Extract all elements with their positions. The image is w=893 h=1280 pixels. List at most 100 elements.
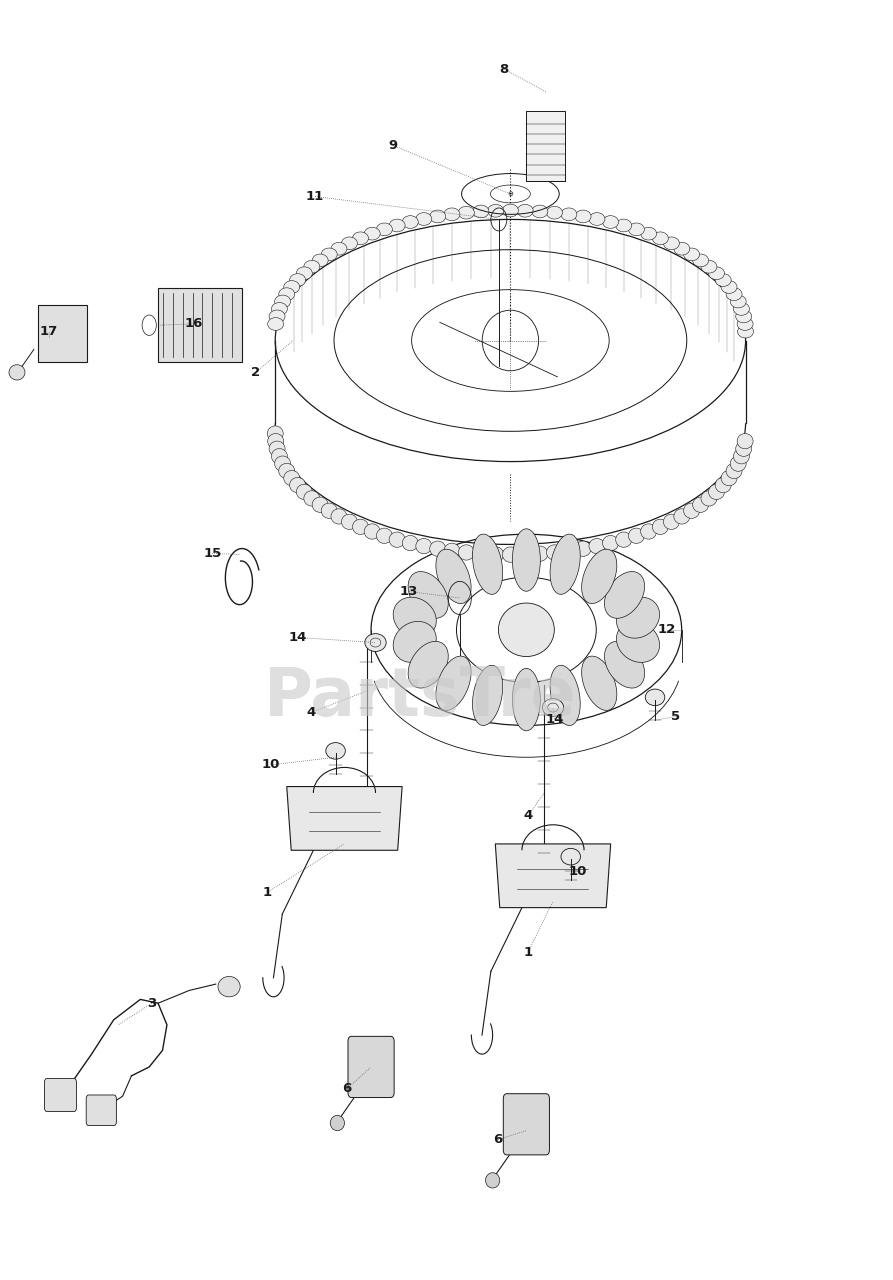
Ellipse shape <box>284 471 300 485</box>
FancyBboxPatch shape <box>348 1037 394 1097</box>
Ellipse shape <box>603 535 619 550</box>
Text: 2: 2 <box>251 366 260 379</box>
Ellipse shape <box>513 529 540 591</box>
FancyBboxPatch shape <box>526 111 565 182</box>
FancyBboxPatch shape <box>38 305 88 362</box>
Ellipse shape <box>430 210 446 223</box>
Ellipse shape <box>267 426 283 442</box>
Ellipse shape <box>268 434 284 449</box>
Ellipse shape <box>503 204 518 216</box>
Polygon shape <box>496 844 611 908</box>
Ellipse shape <box>517 547 533 562</box>
Ellipse shape <box>532 547 548 562</box>
Ellipse shape <box>652 520 668 535</box>
Text: 10: 10 <box>569 865 587 878</box>
Ellipse shape <box>737 434 753 449</box>
Ellipse shape <box>575 210 591 223</box>
Text: 14: 14 <box>288 631 306 644</box>
Ellipse shape <box>663 237 680 250</box>
Text: 11: 11 <box>306 189 324 204</box>
Ellipse shape <box>416 212 432 225</box>
Ellipse shape <box>616 621 660 663</box>
Ellipse shape <box>708 268 724 279</box>
Ellipse shape <box>436 549 472 604</box>
Ellipse shape <box>715 274 731 287</box>
Ellipse shape <box>629 223 645 236</box>
Ellipse shape <box>458 206 474 219</box>
Ellipse shape <box>473 547 488 562</box>
FancyBboxPatch shape <box>45 1079 77 1111</box>
Ellipse shape <box>473 205 488 218</box>
Ellipse shape <box>271 302 288 315</box>
FancyBboxPatch shape <box>87 1094 116 1125</box>
Ellipse shape <box>517 205 533 218</box>
Ellipse shape <box>581 549 617 604</box>
Ellipse shape <box>646 689 664 705</box>
Ellipse shape <box>389 219 405 232</box>
Ellipse shape <box>393 621 437 663</box>
Ellipse shape <box>736 310 752 323</box>
Ellipse shape <box>581 657 617 710</box>
Ellipse shape <box>331 508 347 524</box>
Ellipse shape <box>353 232 369 244</box>
Ellipse shape <box>663 515 680 530</box>
Ellipse shape <box>313 253 328 266</box>
Ellipse shape <box>629 529 645 544</box>
Text: 10: 10 <box>262 758 280 772</box>
Ellipse shape <box>365 634 386 652</box>
Ellipse shape <box>615 532 631 548</box>
Ellipse shape <box>513 668 540 731</box>
Ellipse shape <box>364 524 380 539</box>
Ellipse shape <box>701 490 717 506</box>
Ellipse shape <box>393 598 437 639</box>
Ellipse shape <box>693 253 709 266</box>
Ellipse shape <box>674 242 689 255</box>
Ellipse shape <box>436 657 472 710</box>
Ellipse shape <box>341 515 357 530</box>
Ellipse shape <box>737 317 753 330</box>
Text: 9: 9 <box>388 140 397 152</box>
Ellipse shape <box>376 223 392 236</box>
Ellipse shape <box>488 547 504 562</box>
Ellipse shape <box>304 490 320 506</box>
Ellipse shape <box>498 603 555 657</box>
Ellipse shape <box>289 477 305 493</box>
Ellipse shape <box>275 456 290 471</box>
Ellipse shape <box>684 248 699 261</box>
Ellipse shape <box>603 215 619 228</box>
Ellipse shape <box>721 280 737 293</box>
Ellipse shape <box>402 535 418 550</box>
Ellipse shape <box>726 463 742 479</box>
Text: 6: 6 <box>493 1133 503 1146</box>
Ellipse shape <box>721 471 737 485</box>
Ellipse shape <box>708 484 724 499</box>
Ellipse shape <box>486 1172 500 1188</box>
Ellipse shape <box>693 497 709 512</box>
Ellipse shape <box>430 541 446 557</box>
Ellipse shape <box>640 228 656 241</box>
Ellipse shape <box>268 317 284 330</box>
Text: PartsTre: PartsTre <box>263 664 576 731</box>
Ellipse shape <box>402 215 418 228</box>
Text: 16: 16 <box>184 317 203 330</box>
Ellipse shape <box>532 205 548 218</box>
Ellipse shape <box>408 641 448 689</box>
Ellipse shape <box>444 543 460 558</box>
Ellipse shape <box>615 219 631 232</box>
Text: 3: 3 <box>147 997 156 1010</box>
Ellipse shape <box>416 539 432 554</box>
Ellipse shape <box>269 442 285 457</box>
Ellipse shape <box>279 463 295 479</box>
Ellipse shape <box>341 237 357 250</box>
Ellipse shape <box>271 448 288 463</box>
Ellipse shape <box>313 497 328 512</box>
Ellipse shape <box>550 534 580 594</box>
Ellipse shape <box>472 666 503 726</box>
Text: 6: 6 <box>343 1082 352 1096</box>
Ellipse shape <box>730 296 747 308</box>
Polygon shape <box>287 787 402 850</box>
Ellipse shape <box>444 207 460 220</box>
Ellipse shape <box>738 325 754 338</box>
Ellipse shape <box>9 365 25 380</box>
Ellipse shape <box>674 508 689 524</box>
